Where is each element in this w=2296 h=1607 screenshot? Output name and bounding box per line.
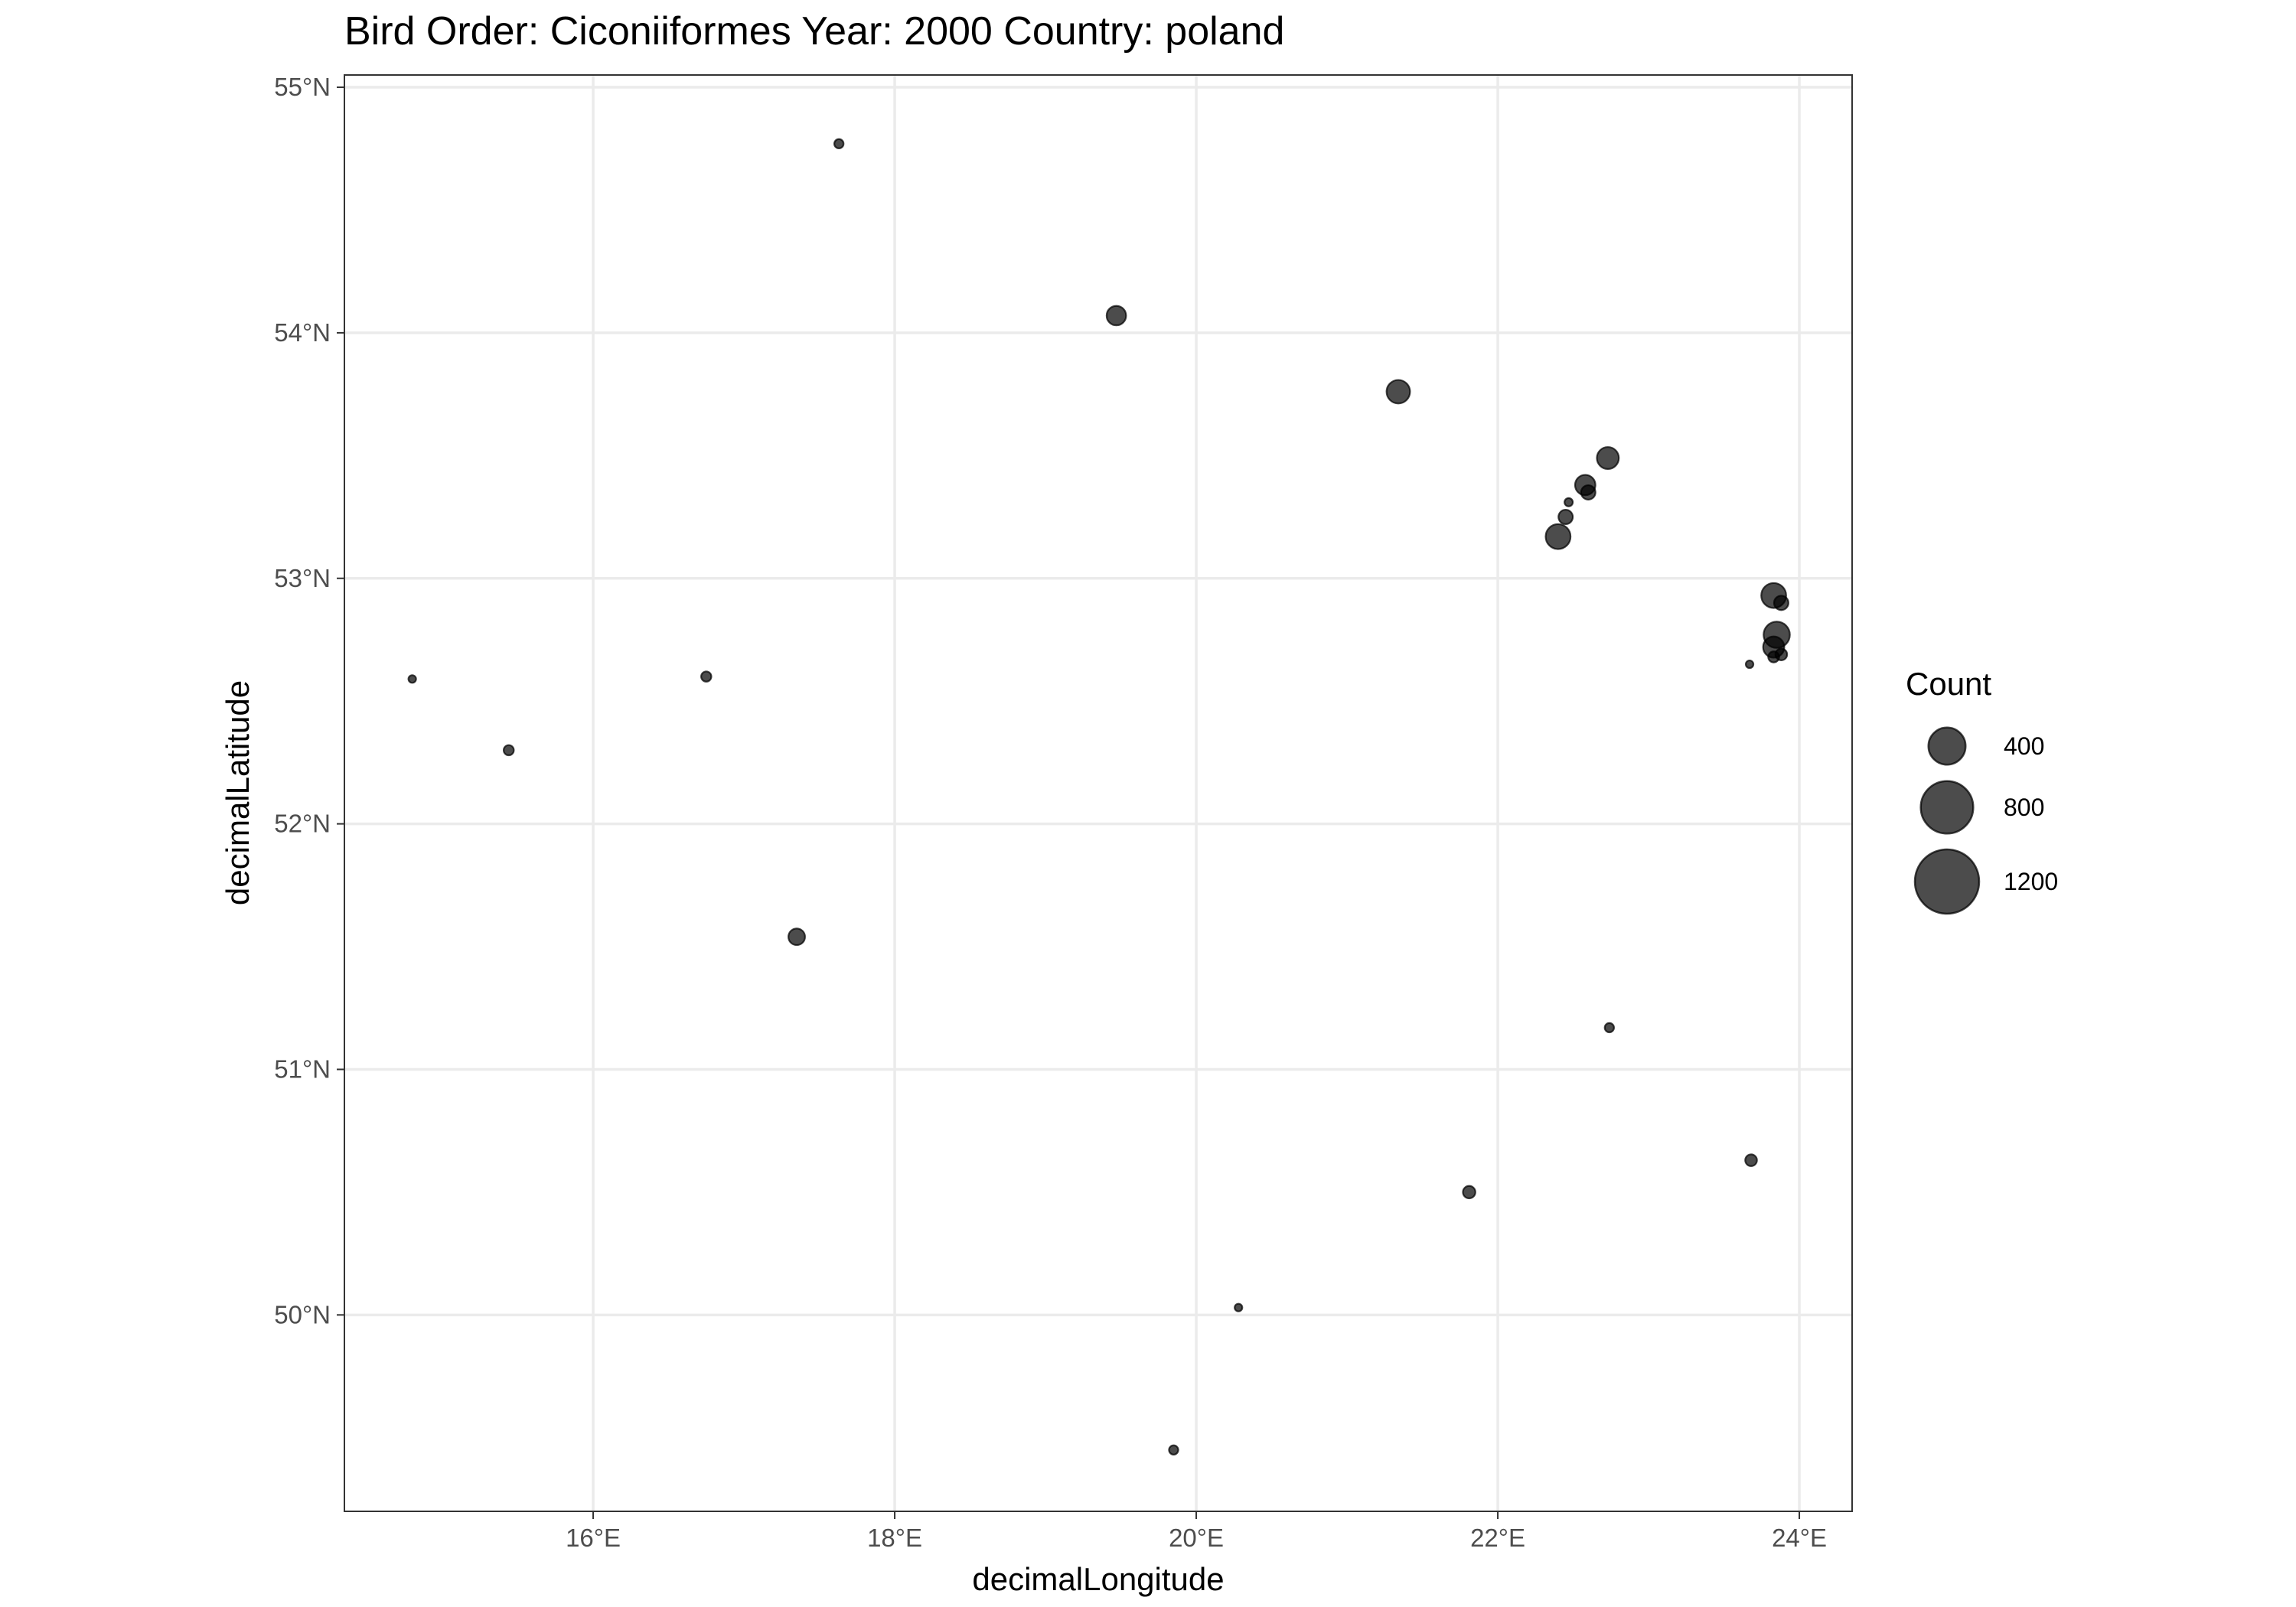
data-point: [700, 670, 713, 683]
data-point: [1105, 305, 1127, 327]
x-axis-title: decimalLongitude: [972, 1561, 1224, 1597]
data-point: [1744, 659, 1755, 670]
x-tick-label: 22°E: [1470, 1524, 1525, 1552]
gridlines: [344, 75, 1852, 1511]
y-tick-label: 55°N: [274, 73, 331, 101]
data-point: [502, 744, 515, 757]
data-point: [1596, 446, 1620, 470]
x-tick-label: 24°E: [1772, 1524, 1827, 1552]
data-point: [833, 138, 845, 150]
x-tick-label: 18°E: [867, 1524, 922, 1552]
y-tick-label: 52°N: [274, 810, 331, 838]
x-tick-label: 20°E: [1169, 1524, 1224, 1552]
chart-title: Bird Order: Ciconiiformes Year: 2000 Cou…: [344, 9, 1284, 54]
y-tick-label: 50°N: [274, 1300, 331, 1328]
data-point: [1168, 1444, 1179, 1455]
legend-key-label: 400: [2004, 732, 2044, 760]
data-point: [1557, 509, 1574, 526]
legend-key-circle: [1927, 726, 1967, 766]
data-point: [1603, 1022, 1615, 1034]
x-axis: 16°E 18°E 20°E 22°E 24°E: [566, 1511, 1827, 1552]
data-point: [1564, 497, 1574, 507]
y-axis-title: decimalLatitude: [220, 680, 256, 905]
y-tick-label: 53°N: [274, 564, 331, 592]
size-legend: Count 400 800 1200: [1906, 666, 2058, 915]
data-point: [788, 927, 806, 947]
panel-border: [344, 74, 1853, 1512]
y-tick-label: 51°N: [274, 1054, 331, 1083]
data-point: [1234, 1302, 1244, 1312]
y-tick-label: 54°N: [274, 318, 331, 347]
legend-key-label: 800: [2004, 794, 2044, 821]
data-point: [1744, 1153, 1758, 1167]
data-point: [1580, 484, 1596, 500]
data-point: [1767, 650, 1780, 663]
legend-title: Count: [1906, 666, 1991, 702]
legend-key-label: 1200: [2004, 868, 2058, 895]
data-point: [1385, 379, 1411, 405]
y-axis: 50°N 51°N 52°N 53°N 54°N 55°N: [274, 73, 344, 1328]
data-point: [407, 674, 417, 684]
data-point: [1544, 523, 1572, 550]
legend-key-circle: [1919, 780, 1975, 835]
data-point: [1773, 595, 1789, 611]
data-point: [1462, 1185, 1476, 1200]
legend-key-circle: [1913, 848, 1981, 915]
x-tick-label: 16°E: [566, 1524, 621, 1552]
data-points: [407, 138, 1791, 1455]
